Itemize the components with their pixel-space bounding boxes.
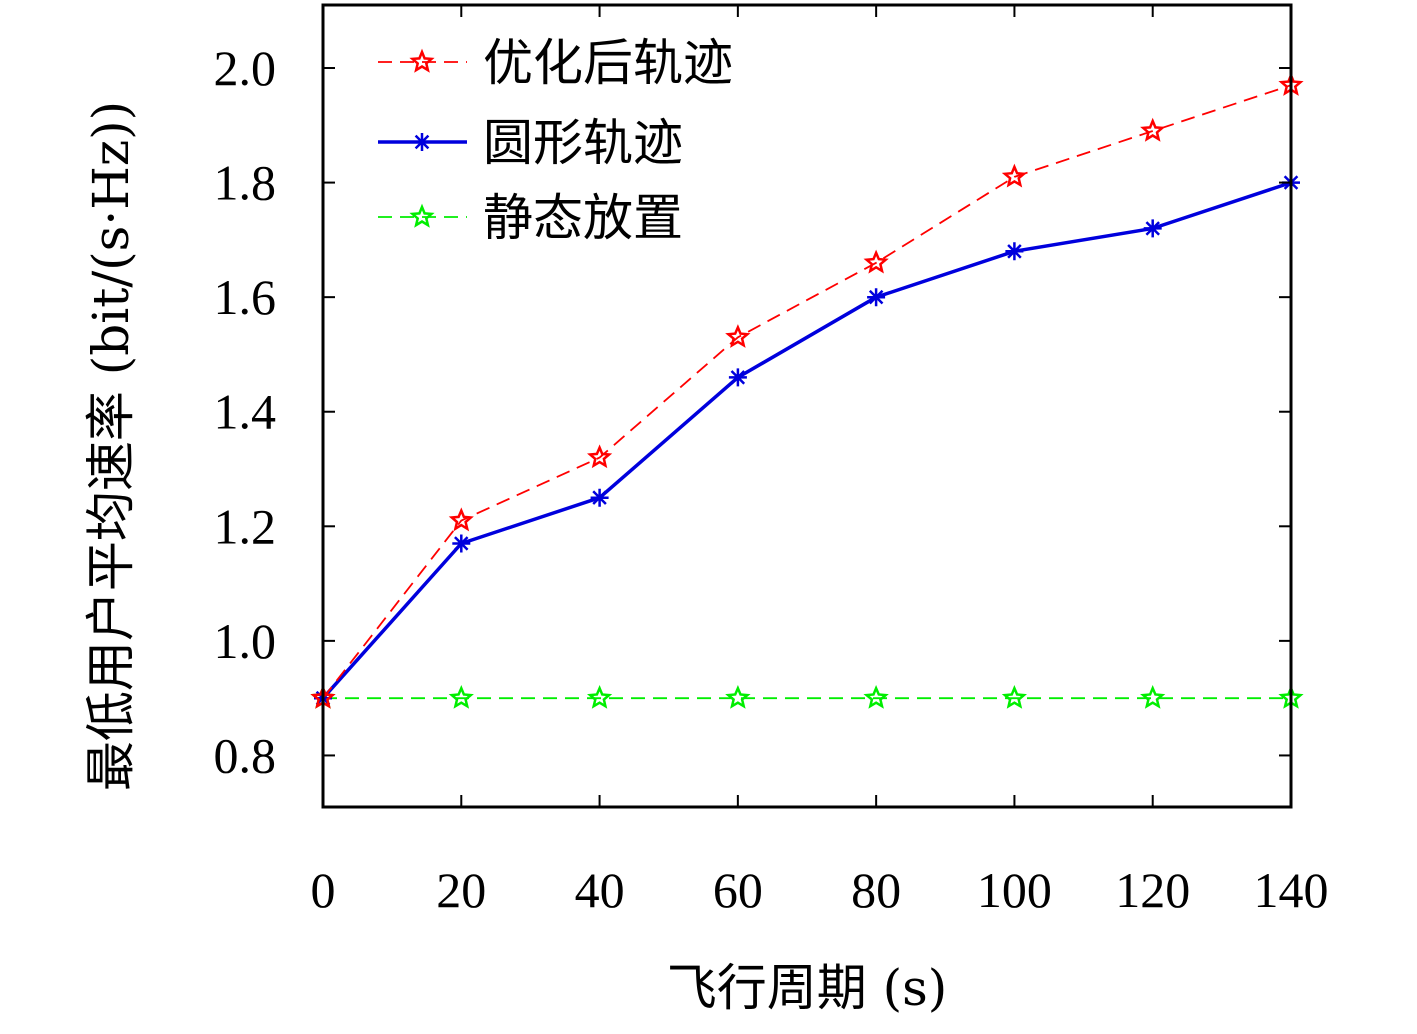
series-0-point-3 xyxy=(725,324,751,348)
series-0-point-1 xyxy=(448,507,474,532)
x-tick-label: 120 xyxy=(1115,862,1190,918)
y-tick-label: 1.6 xyxy=(214,269,277,325)
y-axis-title: 最低用户平均速率 (bit/(s·Hz)) xyxy=(82,101,140,791)
y-tick-label: 2.0 xyxy=(214,40,277,96)
series-line-0 xyxy=(322,84,1292,699)
x-tick-label: 60 xyxy=(713,862,763,918)
plot-frame xyxy=(321,3,1293,809)
series-2-point-4 xyxy=(863,684,889,709)
y-tick-label: 1.0 xyxy=(214,613,277,669)
y-tick-label: 1.8 xyxy=(214,155,277,211)
axes: 0 20 40 60 80 100 120 140 0.8 1.0 1.2 1.4 1.6 1.8 2.0 xyxy=(214,3,1329,918)
series-2-point-6 xyxy=(1140,684,1166,709)
legend-label-1: 圆形轨迹 xyxy=(483,114,683,172)
x-tick-label: 100 xyxy=(977,862,1052,918)
legend-label-0: 优化后轨迹 xyxy=(483,34,733,92)
x-tick-label: 0 xyxy=(311,862,336,918)
plot-area xyxy=(310,71,1304,709)
series-2-point-2 xyxy=(587,684,613,709)
legend-label-2: 静态放置 xyxy=(483,189,683,247)
y-tick-label: 0.8 xyxy=(214,727,277,783)
x-tick-label: 40 xyxy=(575,862,625,918)
x-axis-title: 飞行周期 (s) xyxy=(667,959,948,1017)
x-tick-label: 80 xyxy=(851,862,901,918)
series-0-point-5 xyxy=(1001,163,1027,188)
series-1-point-1 xyxy=(452,534,471,553)
legend-marker-2 xyxy=(409,203,435,228)
series-1-point-4 xyxy=(867,288,886,307)
series-line-1 xyxy=(321,180,1292,700)
legend-marker-1 xyxy=(413,133,431,151)
series-2-point-1 xyxy=(448,684,474,709)
y-tick-label: 1.4 xyxy=(214,384,277,440)
series-1-point-2 xyxy=(590,488,609,507)
series-1-point-6 xyxy=(1143,219,1162,238)
series-0-point-2 xyxy=(587,444,613,469)
series-2-point-5 xyxy=(1001,684,1027,709)
series-1-point-5 xyxy=(1005,242,1024,261)
x-tick-label: 140 xyxy=(1254,862,1329,918)
legend-marker-0 xyxy=(409,48,435,73)
x-tick-label: 20 xyxy=(436,862,486,918)
series-0-point-4 xyxy=(863,249,889,274)
y-tick-label: 1.2 xyxy=(214,498,277,554)
series-0-point-6 xyxy=(1140,117,1166,142)
series-2-point-3 xyxy=(725,684,751,709)
series-1-point-3 xyxy=(728,368,747,387)
